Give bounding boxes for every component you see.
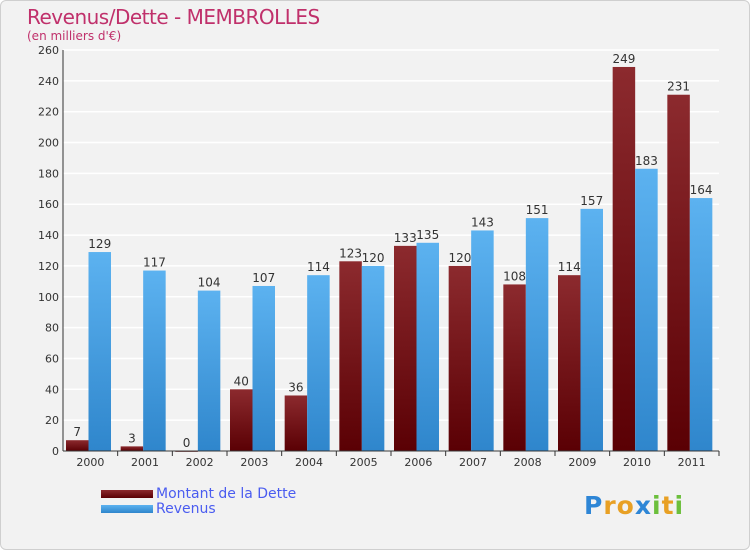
y-tick-label: 0 <box>52 445 59 458</box>
bar-revenus <box>471 230 494 451</box>
data-label-dette: 231 <box>667 80 690 94</box>
bar-revenus <box>252 285 275 451</box>
y-tick-label: 240 <box>38 75 59 88</box>
x-tick-label: 2003 <box>240 456 268 469</box>
data-label-revenus: 117 <box>143 256 166 270</box>
data-label-dette: 120 <box>448 251 471 265</box>
data-label-dette: 0 <box>183 436 191 450</box>
y-tick-label: 100 <box>38 291 59 304</box>
data-label-revenus: 164 <box>690 183 713 197</box>
bar-dette <box>394 245 417 451</box>
data-label-revenus: 183 <box>635 154 658 168</box>
data-label-dette: 133 <box>394 231 417 245</box>
logo-letter: x <box>634 491 652 520</box>
logo-letter: t <box>661 491 675 520</box>
x-tick-label: 2008 <box>514 456 542 469</box>
bar-dette <box>284 395 308 451</box>
data-label-revenus: 135 <box>416 228 439 242</box>
y-tick-label: 200 <box>38 137 59 150</box>
chart-title: Revenus/Dette - MEMBROLLES <box>27 5 320 29</box>
bar-revenus <box>88 252 111 451</box>
logo-letter: r <box>603 491 617 520</box>
bar-revenus <box>635 168 658 451</box>
legend-label-revenus: Revenus <box>156 501 216 517</box>
x-tick-label: 2009 <box>568 456 596 469</box>
data-label-dette: 36 <box>288 380 303 394</box>
y-tick-label: 20 <box>45 414 59 427</box>
data-label-revenus: 114 <box>307 260 330 274</box>
data-label-dette: 114 <box>558 260 581 274</box>
logo-letter: o <box>616 491 635 520</box>
x-tick-label: 2001 <box>131 456 159 469</box>
chart-subtitle: (en milliers d'€) <box>27 29 122 43</box>
bar-revenus <box>143 270 166 451</box>
y-tick-label: 160 <box>38 198 59 211</box>
bar-dette <box>230 389 253 451</box>
bar-revenus <box>525 218 549 451</box>
y-tick-label: 220 <box>38 106 59 119</box>
bar-revenus <box>416 242 439 451</box>
x-tick-label: 2005 <box>350 456 378 469</box>
data-label-dette: 108 <box>503 269 526 283</box>
y-tick-label: 60 <box>45 352 59 365</box>
logo-letter: P <box>584 491 604 520</box>
y-tick-label: 140 <box>38 229 59 242</box>
x-tick-label: 2000 <box>76 456 104 469</box>
data-label-revenus: 143 <box>471 215 494 229</box>
data-label-dette: 40 <box>234 374 249 388</box>
bar-dette <box>448 265 472 451</box>
data-label-revenus: 157 <box>580 194 603 208</box>
data-label-revenus: 151 <box>526 203 549 217</box>
plot-area <box>63 50 719 451</box>
data-label-dette: 249 <box>612 52 635 66</box>
bar-dette <box>558 275 581 451</box>
data-label-dette: 3 <box>128 431 136 445</box>
y-tick-label: 120 <box>38 260 59 273</box>
y-tick-label: 260 <box>38 44 59 57</box>
x-tick-label: 2007 <box>459 456 487 469</box>
bar-dette <box>66 440 89 451</box>
data-label-dette: 7 <box>73 425 81 439</box>
bar-revenus <box>689 198 713 451</box>
x-tick-label: 2002 <box>186 456 214 469</box>
data-label-revenus: 129 <box>88 237 111 251</box>
bar-dette <box>120 446 144 451</box>
bar-revenus <box>361 265 385 451</box>
x-tick-label: 2010 <box>623 456 651 469</box>
x-tick-label: 2006 <box>404 456 432 469</box>
data-label-dette: 123 <box>339 246 362 260</box>
bar-dette <box>339 261 362 451</box>
bar-dette <box>667 94 690 451</box>
legend-swatch-dette <box>101 490 153 498</box>
y-tick-label: 180 <box>38 167 59 180</box>
bar-revenus <box>197 290 221 451</box>
data-label-revenus: 104 <box>198 276 221 290</box>
legend-label-dette: Montant de la Dette <box>156 486 297 502</box>
logo-letter: i <box>652 491 662 520</box>
logo-letter: i <box>674 491 685 520</box>
data-label-revenus: 107 <box>252 271 275 285</box>
bar-revenus <box>307 275 330 451</box>
y-tick-label: 40 <box>45 383 59 396</box>
y-tick-label: 80 <box>45 322 59 335</box>
bar-dette <box>612 66 636 451</box>
x-tick-label: 2004 <box>295 456 323 469</box>
bar-revenus <box>580 208 603 451</box>
x-tick-label: 2011 <box>678 456 706 469</box>
data-label-revenus: 120 <box>362 251 385 265</box>
legend-swatch-revenus <box>101 505 153 513</box>
proxiti-logo: Proxiti <box>584 491 684 520</box>
bar-dette <box>503 284 526 451</box>
